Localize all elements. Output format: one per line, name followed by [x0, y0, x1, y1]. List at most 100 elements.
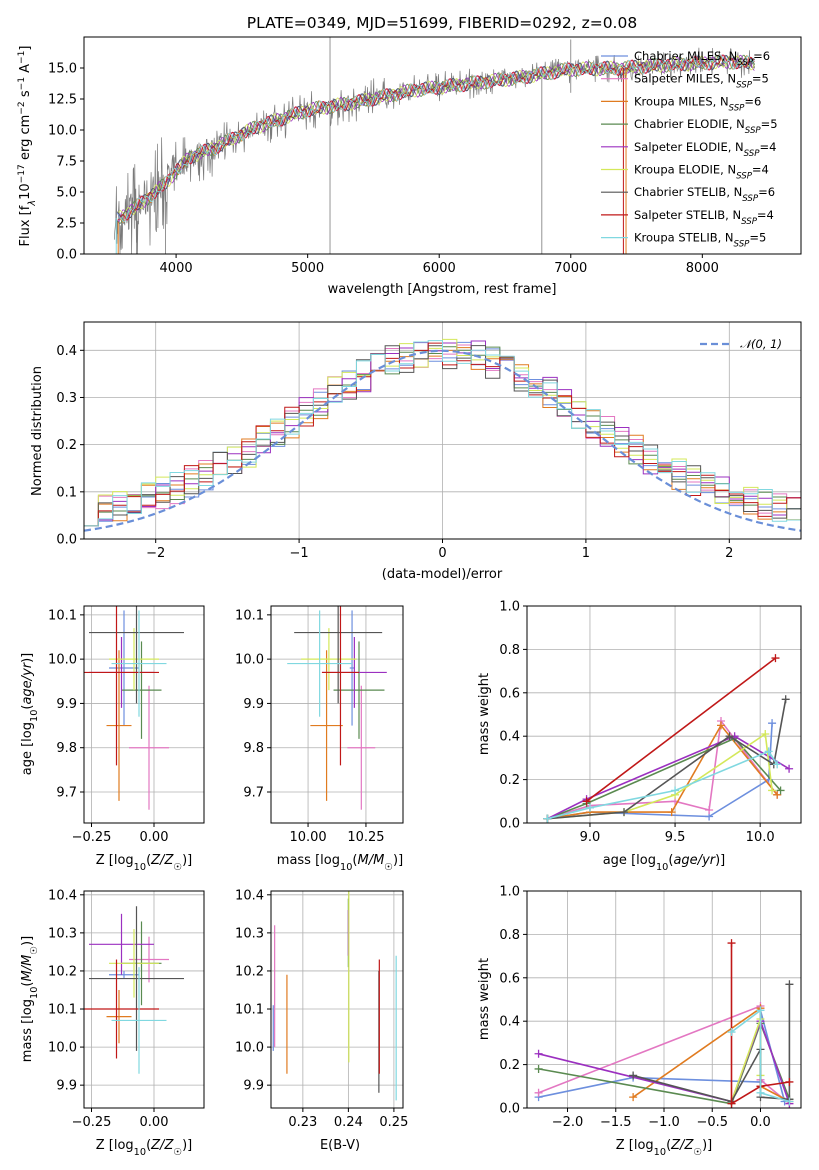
legend-label: Kroupa MILES, NSSP=6	[634, 94, 761, 113]
x-axis-label: E(B-V)	[320, 1138, 360, 1153]
y-tick-label: 0.2	[499, 1058, 520, 1073]
y-tick-label: 10.0	[235, 1041, 264, 1056]
x-tick-label: −0.25	[72, 830, 112, 845]
y-tick-label: 0.1	[56, 485, 77, 500]
x-axis-label: wavelength [Angstrom, rest frame]	[328, 282, 557, 297]
x-tick-label: 0.00	[140, 1115, 169, 1130]
x-tick-label: −0.25	[72, 1115, 112, 1130]
y-tick-label: 9.8	[56, 741, 77, 756]
mass_vs_ebv-axes-frame	[270, 890, 404, 1109]
figure-title: PLATE=0349, MJD=51699, FIBERID=0292, z=0…	[247, 14, 637, 32]
x-tick-label: 0.00	[140, 830, 169, 845]
y-tick-label: 10.4	[235, 888, 264, 903]
mass_weight_vs_age-axes-frame	[526, 605, 802, 824]
x-axis-label: mass [log10(M/M☉)]	[277, 853, 403, 873]
mass-weight-marker	[785, 764, 794, 773]
mass-weight-line	[586, 657, 776, 802]
y-axis-label: Normed distribution	[30, 366, 45, 496]
y-tick-label: 10.0	[235, 653, 264, 668]
mass_vs_Z-axes-frame	[83, 890, 205, 1109]
mass-weight-marker	[725, 732, 734, 741]
x-tick-label: 1	[582, 546, 590, 561]
mass-weight-marker	[785, 980, 794, 989]
mass-weight-marker	[585, 803, 594, 812]
mass-weight-marker	[727, 939, 736, 948]
x-tick-label: 10.25	[347, 830, 384, 845]
legend-label: Chabrier STELIB, NSSP=6	[634, 185, 775, 204]
y-tick-label: 10.0	[48, 124, 77, 139]
mass-weight-line	[632, 1006, 790, 1103]
x-tick-label: 8000	[686, 261, 719, 276]
mass-weight-line	[730, 943, 790, 1106]
y-tick-label: 10.0	[48, 1041, 77, 1056]
y-axis-label: age [log10(age/yr)]	[20, 653, 40, 776]
mass-weight-line	[547, 737, 782, 820]
mass-weight-marker	[727, 1028, 736, 1037]
y-tick-label: 7.5	[56, 155, 77, 170]
y-tick-label: 0.4	[499, 730, 520, 745]
x-tick-label: 0.0	[750, 1115, 771, 1130]
mass_weight_vs_age-plot-area	[543, 654, 794, 823]
age_vs_Z-plot-area	[84, 606, 184, 810]
y-tick-label: 10.1	[235, 1003, 264, 1018]
mass-weight-marker	[771, 654, 780, 663]
x-tick-label: 0.25	[379, 1115, 408, 1130]
mass_vs_ebv-plot-area	[272, 891, 397, 1101]
y-tick-label: 0.8	[499, 643, 520, 658]
mass-weight-marker	[705, 805, 714, 814]
mass_vs_Z-plot-area	[84, 906, 184, 1074]
x-tick-label: 0.23	[288, 1115, 317, 1130]
x-axis-label: Z [log10(Z/Z☉)]	[96, 853, 193, 873]
spectrum-model-line	[118, 54, 755, 223]
mass-weight-marker	[629, 1093, 638, 1102]
y-tick-label: 10.1	[48, 608, 77, 623]
x-axis-label: age [log10(age/yr)]	[603, 853, 726, 873]
x-axis-label: Z [log10(Z/Z☉)]	[96, 1138, 193, 1158]
x-axis-label: Z [log10(Z/Z☉)]	[616, 1138, 713, 1158]
y-tick-label: 9.7	[243, 786, 264, 801]
x-tick-label: 6000	[423, 261, 456, 276]
mass_weight_vs_Z-plot-area	[534, 939, 794, 1108]
residuals-plot-area	[84, 338, 801, 532]
y-tick-label: 12.5	[48, 93, 77, 108]
spectrum-plot-area	[113, 37, 756, 254]
y-tick-label: 0.0	[56, 248, 77, 263]
y-tick-label: 10.3	[235, 926, 264, 941]
legend-label: Salpeter STELIB, NSSP=4	[634, 208, 774, 227]
mass-weight-marker	[671, 786, 680, 795]
age_vs_Z-axes-frame	[83, 605, 205, 824]
y-axis-label: Flux [fλ10−17 erg cm−2 s−1 A−1]	[17, 45, 38, 246]
mass-weight-marker	[543, 814, 552, 823]
mass-weight-marker	[768, 719, 777, 728]
y-tick-label: 10.1	[235, 608, 264, 623]
spectrum-axes-frame	[83, 36, 802, 255]
y-tick-label: 0.0	[499, 1102, 520, 1117]
y-tick-label: 9.7	[56, 786, 77, 801]
y-tick-label: 0.0	[56, 533, 77, 548]
mass-weight-marker	[756, 1088, 765, 1097]
x-tick-label: −1.5	[600, 1115, 632, 1130]
mass-weight-marker	[764, 747, 773, 756]
y-tick-label: 9.9	[243, 1079, 264, 1094]
age_vs_mass-plot-area	[287, 606, 387, 810]
y-tick-label: 9.9	[243, 697, 264, 712]
y-tick-label: 1.0	[499, 600, 520, 615]
normal-reference-curve	[84, 349, 801, 532]
y-tick-label: 0.2	[56, 438, 77, 453]
x-axis-label: (data-model)/error	[382, 567, 503, 582]
mass-weight-line	[547, 735, 790, 820]
legend-label: Salpeter ELODIE, NSSP=4	[634, 140, 776, 159]
mass-weight-marker	[785, 1097, 794, 1106]
mass-weight-marker	[768, 786, 777, 795]
mass-weight-marker	[534, 1049, 543, 1058]
y-tick-label: 15.0	[48, 62, 77, 77]
x-tick-label: −2.0	[552, 1115, 584, 1130]
legend-label: 𝒩(0, 1)	[740, 337, 782, 351]
mass-weight-marker	[534, 1088, 543, 1097]
y-tick-label: 0.6	[499, 971, 520, 986]
mass-weight-marker	[773, 790, 782, 799]
y-tick-label: 10.2	[235, 964, 264, 979]
legend-label: Chabrier MILES, NSSP=6	[634, 49, 770, 68]
x-tick-label: 5000	[291, 261, 324, 276]
